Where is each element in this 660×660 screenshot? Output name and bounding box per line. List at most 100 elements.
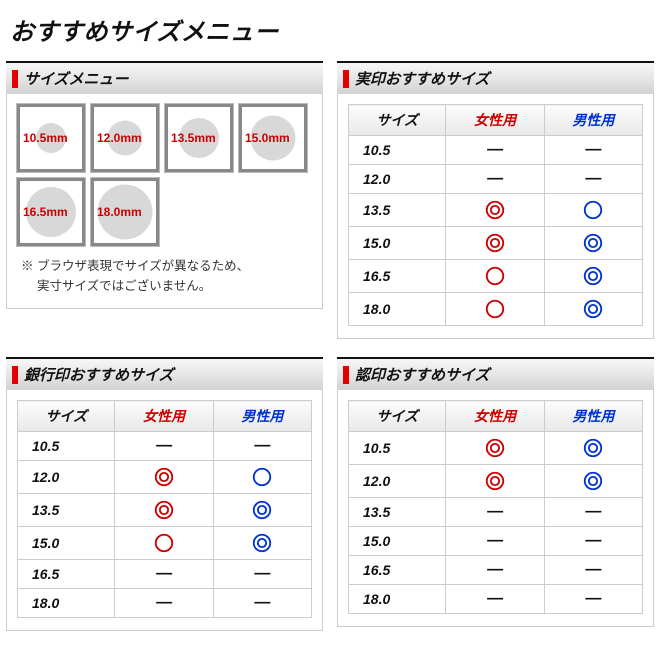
size-cell: 12.0 — [349, 465, 446, 498]
size-menu-note: ※ ブラウザ表現でサイズが異なるため、 実寸サイズではございません。 — [17, 256, 312, 296]
size-cell: 13.5 — [349, 498, 446, 527]
ginkoin-header-text: 銀行印おすすめサイズ — [24, 364, 174, 385]
ginkoin-header: 銀行印おすすめサイズ — [6, 357, 323, 390]
dash-icon: — — [487, 141, 503, 158]
female-cell: — — [446, 498, 544, 527]
double-circle-icon — [582, 470, 604, 492]
page-title: おすすめサイズメニュー — [10, 12, 654, 47]
size-cell: 10.5 — [349, 136, 446, 165]
double-circle-icon — [484, 199, 506, 221]
male-cell: — — [213, 432, 311, 461]
table-row: 16.5—— — [18, 560, 312, 589]
size-cell: 16.5 — [349, 260, 446, 293]
female-cell: — — [446, 527, 544, 556]
col-male: 男性用 — [213, 401, 311, 432]
size-menu-panel: サイズメニュー 10.5mm12.0mm13.5mm15.0mm 16.5mm 18… — [6, 61, 323, 309]
size-chip[interactable]: 12.0mm — [91, 104, 159, 172]
size-cell: 16.5 — [349, 556, 446, 585]
dash-icon: — — [156, 437, 172, 454]
male-cell: — — [213, 589, 311, 618]
male-cell: — — [544, 136, 642, 165]
table-row: 18.0—— — [349, 585, 643, 614]
male-cell: — — [544, 556, 642, 585]
table-row: 15.0 — [18, 527, 312, 560]
table-row: 18.0 — [349, 293, 643, 326]
size-cell: 10.5 — [18, 432, 115, 461]
female-cell — [115, 527, 213, 560]
female-cell — [446, 260, 544, 293]
table-row: 15.0 — — — [349, 527, 643, 556]
female-cell: — — [115, 560, 213, 589]
size-chip[interactable]: 18.0mm — [91, 178, 159, 246]
single-circle-icon — [251, 466, 273, 488]
female-cell: — — [446, 165, 544, 194]
table-row: 13.5 — — — [349, 498, 643, 527]
dash-icon: — — [156, 594, 172, 611]
dash-icon: — — [585, 561, 601, 578]
female-cell — [446, 293, 544, 326]
dash-icon: — — [487, 170, 503, 187]
female-cell: — — [115, 432, 213, 461]
double-circle-icon — [484, 437, 506, 459]
dash-icon: — — [487, 590, 503, 607]
size-menu-header-text: サイズメニュー — [24, 68, 129, 89]
size-chip[interactable]: 13.5mm — [165, 104, 233, 172]
size-cell: 16.5 — [18, 560, 115, 589]
table-row: 10.5 — — — [349, 136, 643, 165]
size-cell: 18.0 — [349, 293, 446, 326]
size-cell: 10.5 — [349, 432, 446, 465]
col-female: 女性用 — [446, 105, 544, 136]
single-circle-icon — [582, 199, 604, 221]
ninin-header-text: 認印おすすめサイズ — [355, 364, 490, 385]
size-chip[interactable]: 16.5mm — [17, 178, 85, 246]
double-circle-icon — [582, 437, 604, 459]
dash-icon: — — [156, 565, 172, 582]
jitsuin-table: サイズ女性用男性用10.5——12.0——13.515.016.518.0 — [348, 104, 643, 326]
male-cell — [544, 227, 642, 260]
col-size: サイズ — [349, 401, 446, 432]
table-row: 18.0—— — [18, 589, 312, 618]
female-cell — [115, 461, 213, 494]
size-cell: 12.0 — [349, 165, 446, 194]
double-circle-icon — [484, 470, 506, 492]
note-line-1: ※ ブラウザ表現でサイズが異なるため、 — [21, 259, 249, 273]
dash-icon: — — [487, 532, 503, 549]
male-cell — [213, 461, 311, 494]
col-size: サイズ — [18, 401, 115, 432]
double-circle-icon — [153, 466, 175, 488]
size-cell: 18.0 — [349, 585, 446, 614]
male-cell: — — [544, 527, 642, 556]
size-cell: 13.5 — [349, 194, 446, 227]
size-cell: 15.0 — [349, 527, 446, 556]
female-cell — [115, 494, 213, 527]
size-cell: 15.0 — [349, 227, 446, 260]
double-circle-icon — [484, 232, 506, 254]
male-cell: — — [544, 165, 642, 194]
size-chip-label: 16.5mm — [23, 205, 68, 219]
dash-icon: — — [487, 561, 503, 578]
double-circle-icon — [582, 232, 604, 254]
jitsuin-header-text: 実印おすすめサイズ — [355, 68, 490, 89]
double-circle-icon — [251, 499, 273, 521]
male-cell — [213, 527, 311, 560]
size-cell: 12.0 — [18, 461, 115, 494]
size-chip[interactable]: 10.5mm — [17, 104, 85, 172]
ninin-panel: 認印おすすめサイズ サイズ女性用男性用10.512.013.5——15.0——1… — [337, 357, 654, 627]
size-chip-label: 18.0mm — [97, 205, 142, 219]
female-cell: — — [446, 136, 544, 165]
dash-icon: — — [585, 503, 601, 520]
male-cell — [213, 494, 311, 527]
size-cell: 15.0 — [18, 527, 115, 560]
single-circle-icon — [484, 265, 506, 287]
double-circle-icon — [153, 499, 175, 521]
dash-icon: — — [487, 503, 503, 520]
ninin-header: 認印おすすめサイズ — [337, 357, 654, 390]
header-accent-bar — [12, 366, 18, 384]
male-cell — [544, 465, 642, 498]
table-row: 15.0 — [349, 227, 643, 260]
table-row: 12.0 — [349, 465, 643, 498]
table-row: 10.5 — [349, 432, 643, 465]
size-chip[interactable]: 15.0mm — [239, 104, 307, 172]
dash-icon: — — [585, 141, 601, 158]
female-cell — [446, 194, 544, 227]
